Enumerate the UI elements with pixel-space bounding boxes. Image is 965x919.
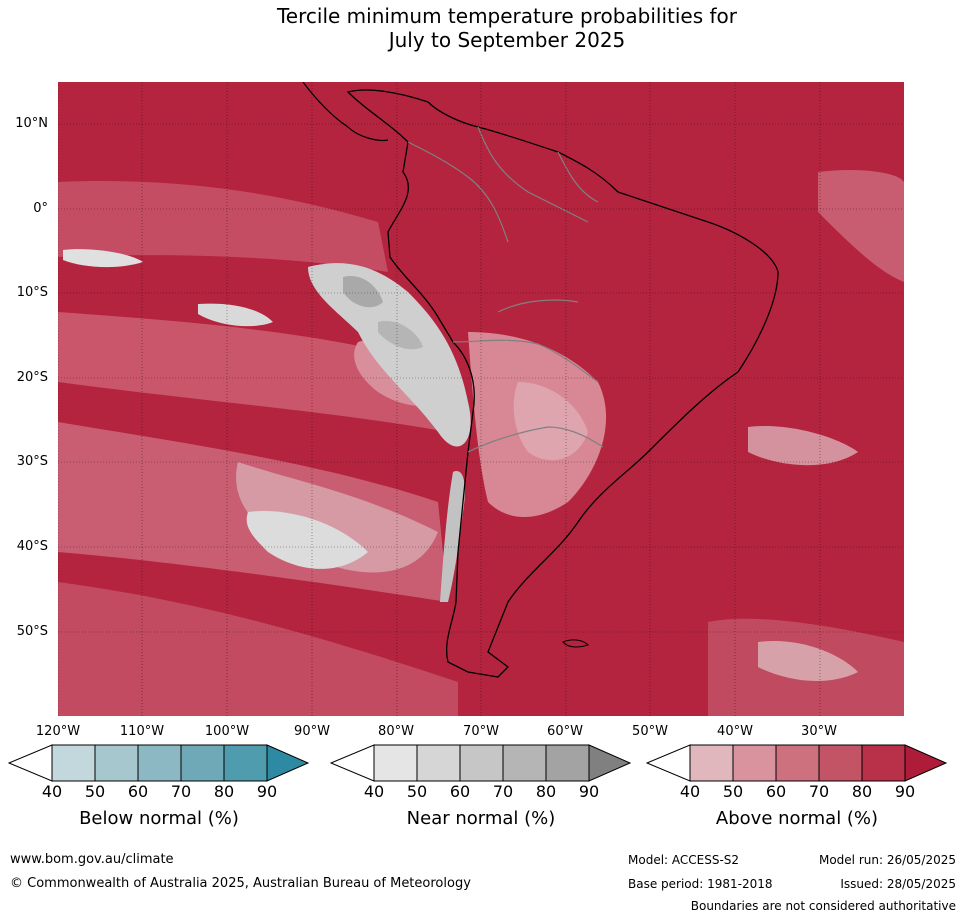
below-tick-90: 90 — [256, 782, 278, 801]
lon-label-110w: 110°W — [119, 724, 165, 739]
title-line-2: July to September 2025 — [388, 28, 626, 52]
near-tick-90: 90 — [578, 782, 600, 801]
below-tick-80: 80 — [213, 782, 235, 801]
near-normal-core-2 — [378, 321, 423, 350]
below-tick-60: 60 — [127, 782, 149, 801]
above-tick-50: 50 — [722, 782, 744, 801]
footer-model-run: Model run: 26/05/2025 — [818, 853, 956, 867]
band-south-3 — [58, 582, 458, 716]
atlantic-patch-1 — [748, 426, 858, 466]
colorbar-above-seg-5 — [861, 744, 906, 782]
colorbar-near-arrow-left — [330, 744, 375, 782]
near-tick-80: 80 — [535, 782, 557, 801]
lat-label-30s: 30°S — [16, 454, 48, 469]
footer-url[interactable]: www.bom.gov.au/climate — [10, 852, 174, 867]
legend-above-title: Above normal (%) — [715, 808, 879, 829]
above-tick-60: 60 — [765, 782, 787, 801]
atlantic-patch-2 — [818, 170, 904, 282]
colorbar-near — [330, 744, 632, 782]
near-normal-patch-2 — [198, 303, 273, 327]
colorbar-above-arrow-right — [904, 744, 948, 782]
below-tick-70: 70 — [170, 782, 192, 801]
lon-label-80w: 80°W — [378, 724, 414, 739]
near-normal-patch-4 — [246, 511, 368, 569]
land-patch-lighter — [513, 382, 588, 461]
legend-below-title: Below normal (%) — [79, 808, 239, 829]
footer-base-period: Base period: 1981-2018 — [628, 877, 773, 891]
colorbar-near-seg-5 — [545, 744, 590, 782]
colorbar-below-seg-4 — [180, 744, 225, 782]
footer-issued: Issued: 28/05/2025 — [840, 877, 956, 891]
colorbar-below-seg-2 — [94, 744, 139, 782]
colorbar-below-seg-3 — [137, 744, 182, 782]
chart-title: Tercile minimum temperature probabilitie… — [0, 4, 965, 52]
near-tick-60: 60 — [449, 782, 471, 801]
country-boundaries — [407, 126, 604, 453]
lon-label-90w: 90°W — [294, 724, 330, 739]
near-tick-50: 50 — [406, 782, 428, 801]
falkland-islands — [562, 639, 589, 648]
colorbar-below-arrow-right — [266, 744, 310, 782]
lon-label-30w: 30°W — [801, 724, 837, 739]
colorbar-above-seg-2 — [732, 744, 777, 782]
band-south-1 — [58, 312, 448, 432]
colorbar-below-seg-5 — [223, 744, 268, 782]
lon-label-40w: 40°W — [717, 724, 753, 739]
below-tick-40: 40 — [41, 782, 63, 801]
colorbar-above-seg-1 — [689, 744, 734, 782]
lon-label-100w: 100°W — [204, 724, 250, 739]
colorbar-below-seg-1 — [51, 744, 96, 782]
footer-disclaimer: Boundaries are not considered authoritat… — [690, 899, 956, 913]
colorbar-near-seg-4 — [502, 744, 547, 782]
near-normal-core-1 — [343, 276, 383, 308]
above-tick-40: 40 — [679, 782, 701, 801]
footer-model: Model: ACCESS-S2 — [628, 853, 740, 867]
near-normal-patch-1 — [308, 263, 471, 447]
colorbar-near-seg-1 — [373, 744, 418, 782]
lon-label-60w: 60°W — [547, 724, 583, 739]
above-tick-70: 70 — [808, 782, 830, 801]
colorbar-near-seg-2 — [416, 744, 461, 782]
below-tick-50: 50 — [84, 782, 106, 801]
near-normal-andes — [440, 471, 465, 602]
atlantic-patch-4 — [758, 641, 858, 682]
graticule — [57, 82, 904, 716]
colorbar-below-arrow-left — [8, 744, 53, 782]
legend-near-title: Near normal (%) — [406, 808, 556, 829]
footer-copyright: © Commonwealth of Australia 2025, Austra… — [10, 876, 471, 891]
title-line-1: Tercile minimum temperature probabilitie… — [276, 4, 738, 28]
above-tick-80: 80 — [851, 782, 873, 801]
coastline-south-america — [346, 89, 779, 678]
lat-label-10s: 10°S — [16, 285, 48, 300]
above-tick-90: 90 — [894, 782, 916, 801]
map-svg — [57, 81, 904, 716]
near-normal-patch-3 — [63, 249, 143, 268]
lon-label-50w: 50°W — [632, 724, 668, 739]
lon-label-120w: 120°W — [35, 724, 81, 739]
lat-label-40s: 40°S — [16, 539, 48, 554]
lat-label-20s: 20°S — [16, 370, 48, 385]
lat-label-0: 0° — [33, 201, 48, 216]
near-tick-70: 70 — [492, 782, 514, 801]
colorbar-below — [8, 744, 310, 782]
coastline-central-america — [302, 81, 389, 142]
colorbar-near-seg-3 — [459, 744, 504, 782]
probability-map — [57, 81, 904, 716]
near-tick-40: 40 — [363, 782, 385, 801]
lat-label-10n: 10°N — [15, 116, 48, 131]
lat-label-50s: 50°S — [16, 624, 48, 639]
colorbar-above-arrow-left — [646, 744, 691, 782]
colorbar-above — [646, 744, 948, 782]
band-equatorial — [58, 181, 388, 272]
lon-label-70w: 70°W — [463, 724, 499, 739]
colorbar-near-arrow-right — [588, 744, 632, 782]
colorbar-above-seg-3 — [775, 744, 820, 782]
colorbar-above-seg-4 — [818, 744, 863, 782]
